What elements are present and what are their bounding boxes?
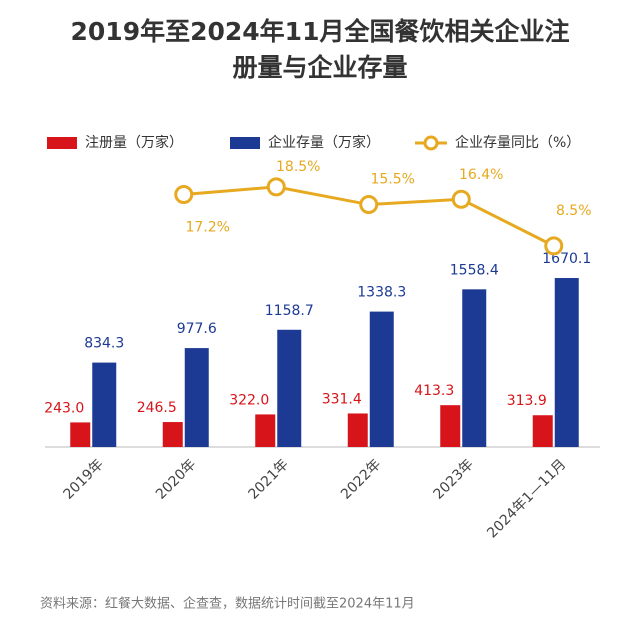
bar — [440, 405, 461, 447]
data-label: 1158.7 — [265, 303, 314, 319]
data-label: 18.5% — [276, 159, 320, 175]
x-tick-label: 2023年 — [430, 456, 476, 502]
x-tick-label: 2024年1—11月 — [484, 456, 569, 541]
data-label: 17.2% — [186, 220, 230, 236]
x-tick-label: 2022年 — [338, 456, 384, 502]
bar — [369, 311, 394, 447]
bar — [70, 422, 91, 447]
legend-label: 企业存量同比（%） — [455, 134, 580, 151]
bar — [277, 329, 302, 447]
data-label: 1558.4 — [450, 262, 499, 278]
line-marker — [544, 236, 564, 256]
x-tick-label: 2021年 — [245, 456, 291, 502]
bar — [184, 348, 209, 447]
x-tick-label: 2020年 — [153, 456, 199, 502]
legend-label: 注册量（万家） — [85, 134, 183, 151]
legend-swatch — [230, 137, 260, 149]
data-label: 1338.3 — [357, 285, 406, 301]
data-label: 16.4% — [459, 167, 503, 183]
bar — [255, 414, 276, 447]
x-tick-label: 2019年 — [60, 456, 106, 502]
bar — [554, 278, 579, 447]
legend-label: 企业存量（万家） — [268, 134, 380, 151]
bar — [462, 289, 487, 447]
bar — [92, 362, 117, 447]
legend-marker — [423, 135, 439, 151]
line-marker — [451, 189, 471, 209]
data-label: 246.5 — [137, 400, 177, 416]
data-label: 331.4 — [322, 391, 362, 407]
chart-title: 2019年至2024年11月全国餐饮相关企业注册量与企业存量 — [70, 17, 570, 82]
data-label: 15.5% — [371, 172, 415, 188]
data-label: 243.0 — [44, 400, 84, 416]
data-label: 834.3 — [84, 336, 124, 352]
bar — [162, 422, 183, 447]
line-marker — [266, 177, 286, 197]
bar — [347, 413, 368, 447]
data-label: 977.6 — [177, 321, 217, 337]
source: 资料来源：红餐大数据、企查查，数据统计时间截至2024年11月 — [40, 596, 415, 612]
line-marker — [359, 195, 379, 215]
bar — [532, 415, 553, 447]
data-label: 8.5% — [556, 203, 592, 219]
data-label: 313.9 — [507, 393, 547, 409]
data-label: 413.3 — [414, 383, 454, 399]
data-label: 322.0 — [229, 392, 269, 408]
line-marker — [174, 185, 194, 205]
legend-swatch — [47, 137, 77, 149]
